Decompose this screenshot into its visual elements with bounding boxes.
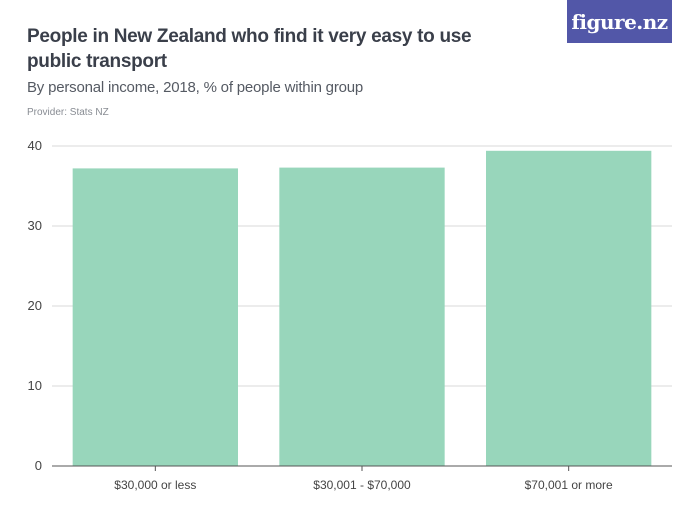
bar [72, 168, 239, 466]
axes: 0 10 20 30 40 $30,000 or less $30,001 - $70,00… [28, 138, 672, 492]
y-tick-label: 10 [28, 378, 42, 393]
y-tick-label: 20 [28, 298, 42, 313]
chart-subtitle: By personal income, 2018, % of people wi… [27, 79, 364, 96]
y-tick-label: 30 [28, 218, 42, 233]
bar [279, 167, 445, 466]
bars [72, 150, 652, 467]
x-tick-label: $30,000 or less [114, 478, 196, 492]
provider-label: Provider: Stats NZ [27, 107, 109, 118]
y-tick-label: 0 [35, 458, 42, 473]
y-tick-label: 40 [28, 138, 42, 153]
x-tick-label: $70,001 or more [525, 478, 613, 492]
figure-nz-logo[interactable]: figure.nz [567, 0, 672, 43]
chart-title: People in New Zealand who find it very e… [27, 26, 472, 72]
bar [486, 150, 652, 467]
x-tick-label: $30,001 - $70,000 [313, 478, 411, 492]
